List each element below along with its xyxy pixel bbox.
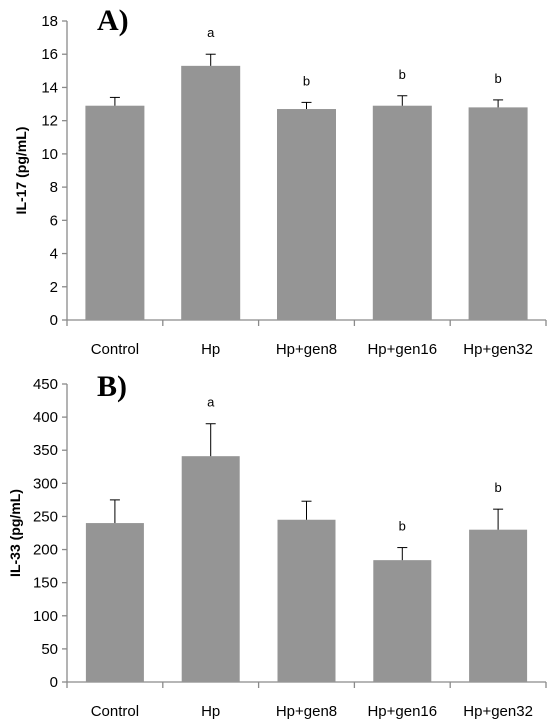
category-label: Hp (201, 703, 220, 720)
chart-panel-1: 0 2 4 6 8 10 12 14 16 18 Control a Hp b Hp+gen8 b Hp+gen… (13, 4, 547, 358)
y-tick-label: 16 (41, 46, 58, 63)
category-label: Hp (201, 341, 220, 358)
bar-hp (181, 65, 241, 320)
category-label: Hp+gen32 (463, 341, 533, 358)
bar-hp-gen16 (372, 105, 432, 320)
bar-hp-gen8 (277, 519, 336, 682)
y-tick-label: 300 (33, 475, 58, 492)
significance-label: a (207, 395, 215, 410)
y-tick-label: 12 (41, 113, 58, 130)
y-tick-label: 250 (33, 508, 58, 525)
significance-label: b (399, 519, 406, 534)
y-axis-label: IL-33 (pg/mL) (7, 489, 23, 577)
bar-control (85, 523, 144, 682)
y-tick-label: 100 (33, 608, 58, 625)
y-tick-label: 6 (50, 212, 58, 229)
significance-label: b (399, 67, 406, 82)
y-tick-label: 18 (41, 13, 58, 30)
bar-hp-gen16 (373, 560, 432, 682)
bar-hp-gen32 (468, 107, 528, 320)
category-label: Hp+gen16 (367, 703, 437, 720)
y-tick-label: 350 (33, 442, 58, 459)
y-tick-label: 0 (50, 674, 58, 691)
bar-hp-gen8 (277, 109, 336, 321)
significance-label: b (494, 480, 501, 495)
significance-label: b (303, 73, 310, 88)
bar-control (85, 105, 145, 320)
panel-letter: A) (97, 4, 129, 37)
y-tick-label: 400 (33, 409, 58, 426)
category-label: Hp+gen16 (367, 341, 437, 358)
y-tick-label: 14 (41, 79, 58, 96)
category-label: Hp+gen8 (276, 703, 337, 720)
y-tick-label: 200 (33, 542, 58, 559)
y-tick-label: 450 (33, 376, 58, 393)
bar-hp (181, 456, 240, 682)
y-tick-label: 150 (33, 575, 58, 592)
y-tick-label: 10 (41, 146, 58, 163)
panel-letter: B) (97, 370, 127, 403)
category-label: Hp+gen32 (463, 703, 533, 720)
y-axis-label: IL-17 (pg/mL) (13, 127, 29, 215)
category-label: Hp+gen8 (276, 341, 337, 358)
y-tick-label: 2 (50, 279, 58, 296)
y-tick-label: 4 (50, 246, 58, 263)
chart-panel-2: 0 50 100 150 200 250 300 350 400 450 Control a Hp Hp+… (7, 370, 547, 720)
y-tick-label: 50 (41, 641, 58, 658)
category-label: Control (91, 703, 139, 720)
y-tick-label: 8 (50, 179, 58, 196)
significance-label: a (207, 25, 215, 40)
significance-label: b (494, 71, 501, 86)
bar-hp-gen32 (469, 529, 528, 682)
y-tick-label: 0 (50, 312, 58, 329)
category-label: Control (91, 341, 139, 358)
